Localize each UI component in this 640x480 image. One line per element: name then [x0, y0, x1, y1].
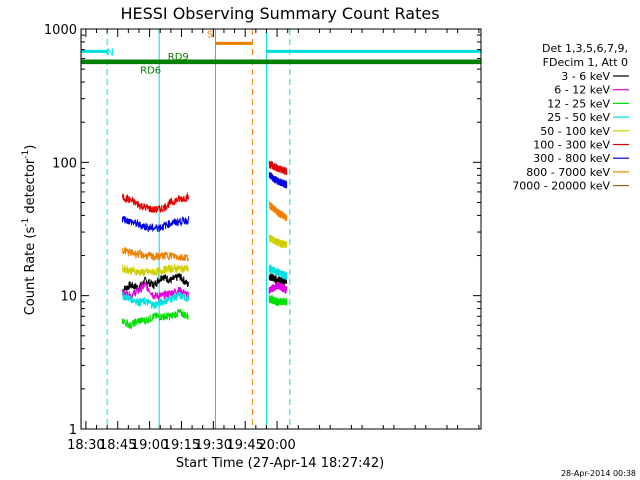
series-7-segment-0	[121, 246, 189, 262]
x-axis-label: Start Time (27-Apr-14 18:27:42)	[176, 456, 384, 471]
legend-label-5: 100 - 300 keV	[533, 139, 610, 152]
y-axis-label: Count Rate (s-1 detector-1)	[21, 145, 38, 316]
series-1-segment-0	[121, 280, 189, 301]
legend-header-line-1: Det 1,3,5,6,7,9,	[542, 42, 628, 55]
plot-frame	[80, 28, 482, 430]
y-tick-label-2: 100	[52, 156, 77, 171]
series-0-segment-1	[268, 273, 288, 285]
series-4-segment-1	[268, 234, 288, 249]
series-3-segment-0	[121, 291, 189, 310]
legend-label-3: 25 - 50 keV	[547, 111, 610, 124]
legend-label-1: 6 - 12 keV	[554, 84, 610, 97]
series-4-segment-0	[121, 263, 189, 277]
series-0-segment-0	[121, 273, 189, 294]
flag-label-s: S	[207, 29, 213, 40]
y-tick-label-0: 1	[69, 423, 77, 438]
series-6-segment-1	[268, 172, 288, 189]
series-6-segment-0	[121, 215, 189, 233]
legend-label-7: 800 - 7000 keV	[526, 166, 610, 179]
legend-label-4: 50 - 100 keV	[540, 125, 610, 138]
series-3-segment-1	[268, 264, 288, 280]
x-tick-label-0: 18:30	[67, 438, 104, 453]
series-5-segment-0	[121, 191, 189, 214]
x-tick-label-5: 19:45	[226, 438, 263, 453]
timestamp: 28-Apr-2014 00:38	[561, 469, 636, 478]
x-tick-label-6: 20:00	[258, 438, 295, 453]
legend-label-0: 3 - 6 keV	[561, 70, 610, 83]
legend-header-line-2: FDecim 1, Att 0	[543, 56, 628, 69]
series-2-segment-0	[121, 308, 189, 330]
series-7-segment-1	[268, 201, 288, 222]
flag-label-rd9: RD9	[168, 52, 189, 63]
y-tick-label-1: 10	[60, 290, 77, 305]
chart-title: HESSI Observing Summary Count Rates	[120, 4, 439, 23]
y-tick-label-3: 1000	[44, 23, 77, 38]
legend: Det 1,3,5,6,7,9, FDecim 1, Att 0 3 - 6 k…	[512, 42, 629, 193]
legend-label-6: 300 - 800 keV	[533, 152, 610, 165]
flag-label-rd6: RD6	[140, 66, 161, 77]
x-tick-label-1: 18:45	[99, 438, 136, 453]
x-tick-label-4: 19:30	[195, 438, 232, 453]
legend-label-8: 7000 - 20000 keV	[512, 180, 610, 193]
x-tick-label-3: 19:15	[163, 438, 200, 453]
series-1-segment-1	[268, 281, 288, 295]
legend-label-2: 12 - 25 keV	[547, 97, 610, 110]
series-2-segment-1	[268, 293, 288, 307]
series-5-segment-1	[268, 160, 288, 176]
flag-label-n: N	[107, 47, 114, 58]
x-tick-label-2: 19:00	[131, 438, 168, 453]
